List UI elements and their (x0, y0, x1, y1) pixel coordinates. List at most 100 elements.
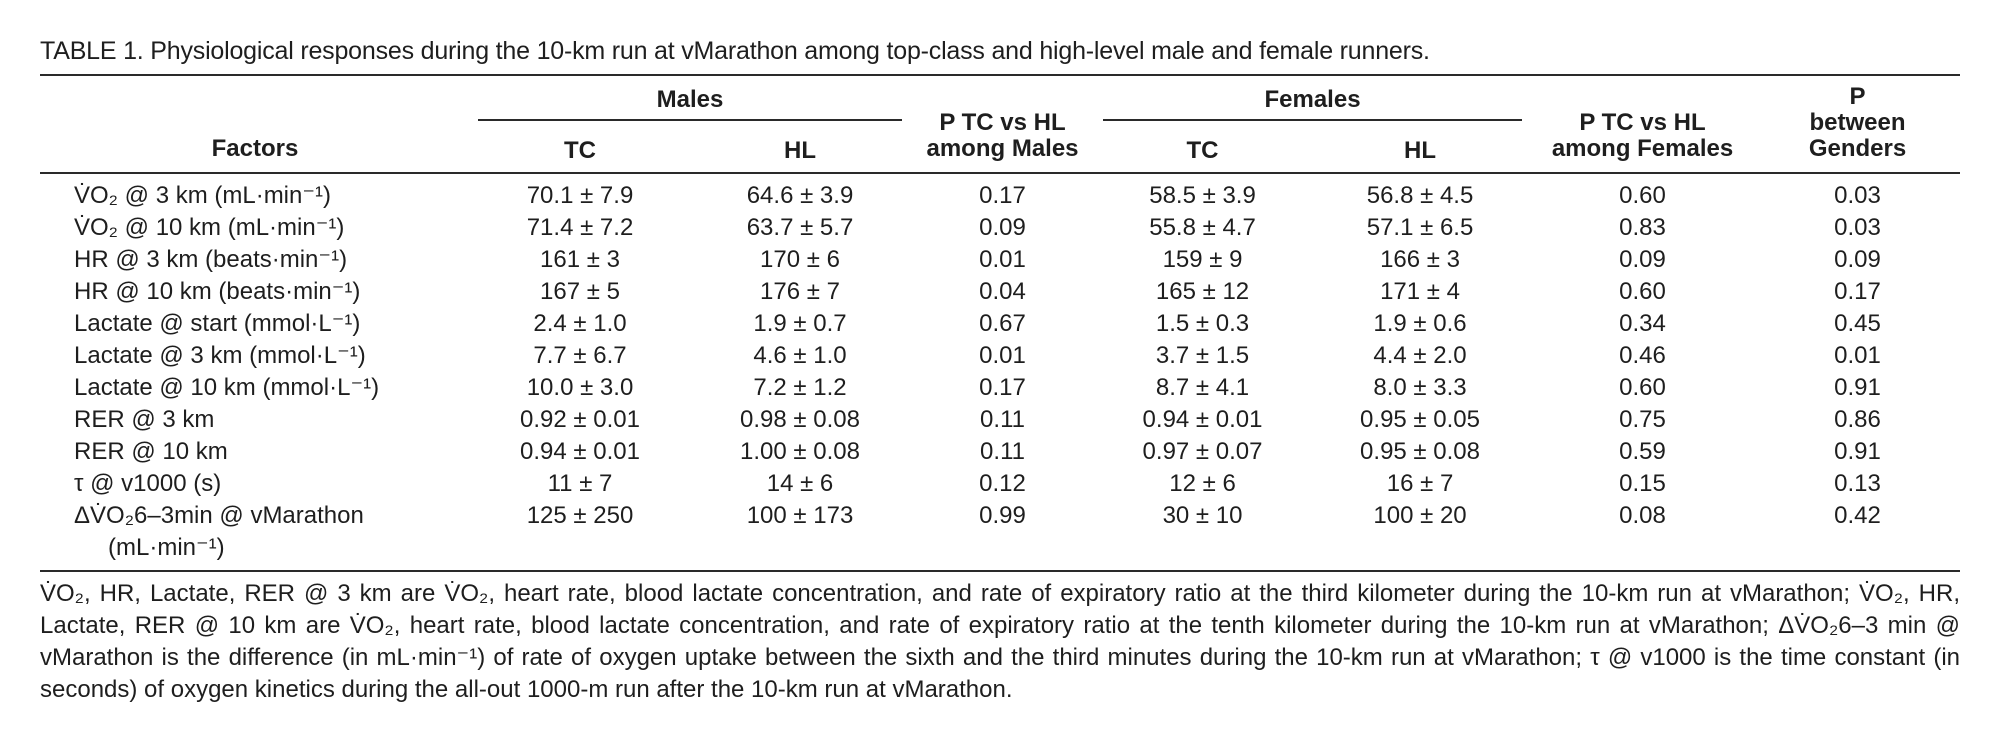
cell-females-tc: 58.5 ± 3.9 (1149, 182, 1256, 209)
header-males-group: Males (470, 75, 910, 121)
header-females-group: Females (1095, 75, 1530, 121)
header-females-tc: TC (1186, 137, 1219, 164)
cell-p-gender: 0.17 (1834, 278, 1881, 305)
header-p-gender: P between Genders (1755, 75, 1960, 173)
cell-females-tc: 55.8 ± 4.7 (1149, 214, 1256, 241)
table-row: Lactate @ 10 km (mmol·L⁻¹) 10.0 ± 3.0 7.… (40, 372, 1960, 404)
cell-p-females: 0.34 (1619, 310, 1666, 337)
cell-p-gender: 0.03 (1834, 182, 1881, 209)
cell-p-females: 0.15 (1619, 470, 1666, 497)
cell-factor-line2: (mL·min⁻¹) (108, 534, 225, 561)
cell-males-tc: 70.1 ± 7.9 (526, 182, 634, 209)
cell-p-males: 0.99 (979, 502, 1026, 529)
table-row: RER @ 10 km 0.94 ± 0.01 1.00 ± 0.08 0.11… (40, 436, 1960, 468)
cell-males-hl: 1.9 ± 0.7 (753, 310, 847, 337)
cell-p-males: 0.12 (979, 470, 1026, 497)
header-p-females: P TC vs HL among Females (1530, 75, 1755, 173)
cell-females-hl: 0.95 ± 0.05 (1360, 406, 1480, 433)
header-males-hl: HL (784, 137, 816, 164)
cell-females-hl: 57.1 ± 6.5 (1366, 214, 1474, 241)
cell-females-tc: 159 ± 9 (1162, 246, 1243, 273)
cell-p-males: 0.17 (979, 374, 1026, 401)
table-footnote: V̇O₂, HR, Lactate, RER @ 3 km are V̇O₂, … (40, 580, 1960, 703)
header-females-hl: HL (1404, 137, 1437, 164)
cell-females-hl: 4.4 ± 2.0 (1373, 342, 1467, 369)
cell-females-hl: 100 ± 20 (1373, 502, 1467, 529)
cell-males-hl: 176 ± 7 (760, 278, 840, 305)
cell-females-tc: 165 ± 12 (1155, 278, 1250, 305)
cell-p-gender: 0.42 (1834, 502, 1881, 529)
cell-factor: Lactate @ 10 km (mmol·L⁻¹) (74, 374, 380, 401)
table-header: Factors Males P TC vs HL among Males Fem… (40, 75, 1961, 173)
cell-females-hl: 56.8 ± 4.5 (1366, 182, 1474, 209)
cell-males-tc: 0.92 ± 0.01 (520, 406, 640, 433)
cell-females-tc: 12 ± 6 (1169, 470, 1236, 497)
table-row: RER @ 3 km 0.92 ± 0.01 0.98 ± 0.08 0.11 … (40, 404, 1960, 436)
cell-males-hl: 14 ± 6 (766, 470, 834, 497)
table-row: V̇O₂ @ 10 km (mL·min⁻¹) 71.4 ± 7.2 63.7 … (40, 212, 1960, 244)
cell-p-females: 0.60 (1619, 374, 1666, 401)
cell-females-tc: 0.94 ± 0.01 (1142, 406, 1263, 433)
header-p-gender-line2: between (1809, 109, 1906, 136)
cell-males-tc: 0.94 ± 0.01 (520, 438, 640, 465)
cell-p-females: 0.60 (1619, 182, 1666, 209)
table-row: V̇O₂ @ 3 km (mL·min⁻¹) 70.1 ± 7.9 64.6 ±… (40, 173, 1960, 212)
table-row: τ @ v1000 (s) 11 ± 7 14 ± 6 0.12 12 ± 6 … (40, 468, 1960, 500)
cell-males-tc: 7.7 ± 6.7 (533, 342, 627, 369)
cell-males-tc: 11 ± 7 (547, 470, 613, 497)
cell-females-hl: 166 ± 3 (1380, 246, 1460, 273)
cell-p-females: 0.59 (1619, 438, 1666, 465)
cell-p-males: 0.01 (979, 246, 1026, 273)
cell-females-tc: 1.5 ± 0.3 (1155, 310, 1250, 337)
cell-females-tc: 3.7 ± 1.5 (1155, 342, 1250, 369)
header-females: Females (1103, 86, 1523, 121)
cell-factor-line1: ΔV̇O₂6–3min @ vMarathon (74, 502, 364, 529)
cell-p-males: 0.11 (980, 406, 1025, 433)
table-row: Lactate @ start (mmol·L⁻¹) 2.4 ± 1.0 1.9… (40, 308, 1960, 340)
cell-p-females: 0.60 (1619, 278, 1666, 305)
cell-p-males: 0.09 (979, 214, 1026, 241)
header-p-gender-line1: P (1849, 83, 1866, 110)
cell-males-tc: 71.4 ± 7.2 (526, 214, 634, 241)
cell-p-gender: 0.13 (1834, 470, 1881, 497)
cell-p-males: 0.01 (979, 342, 1026, 369)
header-males-tc: TC (564, 137, 596, 164)
header-p-females-line1: P TC vs HL (1579, 109, 1706, 136)
cell-factor: HR @ 3 km (beats·min⁻¹) (74, 246, 348, 273)
cell-females-hl: 8.0 ± 3.3 (1373, 374, 1467, 401)
cell-males-hl: 1.00 ± 0.08 (740, 438, 860, 465)
header-factors: Factors (211, 135, 299, 162)
cell-females-tc: 8.7 ± 4.1 (1155, 374, 1250, 401)
cell-p-gender: 0.01 (1834, 342, 1881, 369)
cell-factor: V̇O₂ @ 10 km (mL·min⁻¹) (74, 214, 345, 241)
cell-factor: ΔV̇O₂6–3min @ vMarathon (mL·min⁻¹) (40, 500, 470, 571)
cell-males-hl: 7.2 ± 1.2 (753, 374, 847, 401)
cell-p-gender: 0.09 (1834, 246, 1881, 273)
cell-factor: RER @ 10 km (74, 438, 228, 465)
table-row: HR @ 3 km (beats·min⁻¹) 161 ± 3 170 ± 6 … (40, 244, 1960, 276)
cell-males-hl: 170 ± 6 (760, 246, 840, 273)
cell-p-gender: 0.86 (1834, 406, 1881, 433)
cell-males-hl: 64.6 ± 3.9 (746, 182, 854, 209)
header-p-gender-line3: Genders (1808, 135, 1907, 162)
cell-males-hl: 0.98 ± 0.08 (740, 406, 860, 433)
header-p-females-line2: among Females (1551, 135, 1734, 162)
header-p-males: P TC vs HL among Males (910, 75, 1095, 173)
cell-females-tc: 0.97 ± 0.07 (1142, 438, 1263, 465)
cell-females-tc: 30 ± 10 (1162, 502, 1243, 529)
cell-factor: τ @ v1000 (s) (74, 470, 222, 497)
header-p-males-line2: among Males (926, 135, 1079, 162)
cell-males-tc: 125 ± 250 (526, 502, 634, 529)
cell-p-females: 0.46 (1619, 342, 1666, 369)
cell-males-hl: 100 ± 173 (746, 502, 854, 529)
table-body: V̇O₂ @ 3 km (mL·min⁻¹) 70.1 ± 7.9 64.6 ±… (40, 173, 1961, 571)
header-p-males-line1: P TC vs HL (939, 109, 1066, 136)
cell-p-gender: 0.91 (1834, 438, 1881, 465)
table-row: Lactate @ 3 km (mmol·L⁻¹) 7.7 ± 6.7 4.6 … (40, 340, 1960, 372)
cell-p-males: 0.04 (979, 278, 1026, 305)
cell-p-females: 0.75 (1619, 406, 1666, 433)
cell-p-males: 0.67 (979, 310, 1026, 337)
cell-factor: Lactate @ 3 km (mmol·L⁻¹) (74, 342, 366, 369)
table-figure: TABLE 1. Physiological responses during … (40, 36, 1961, 706)
data-table: Factors Males P TC vs HL among Males Fem… (40, 74, 1961, 572)
